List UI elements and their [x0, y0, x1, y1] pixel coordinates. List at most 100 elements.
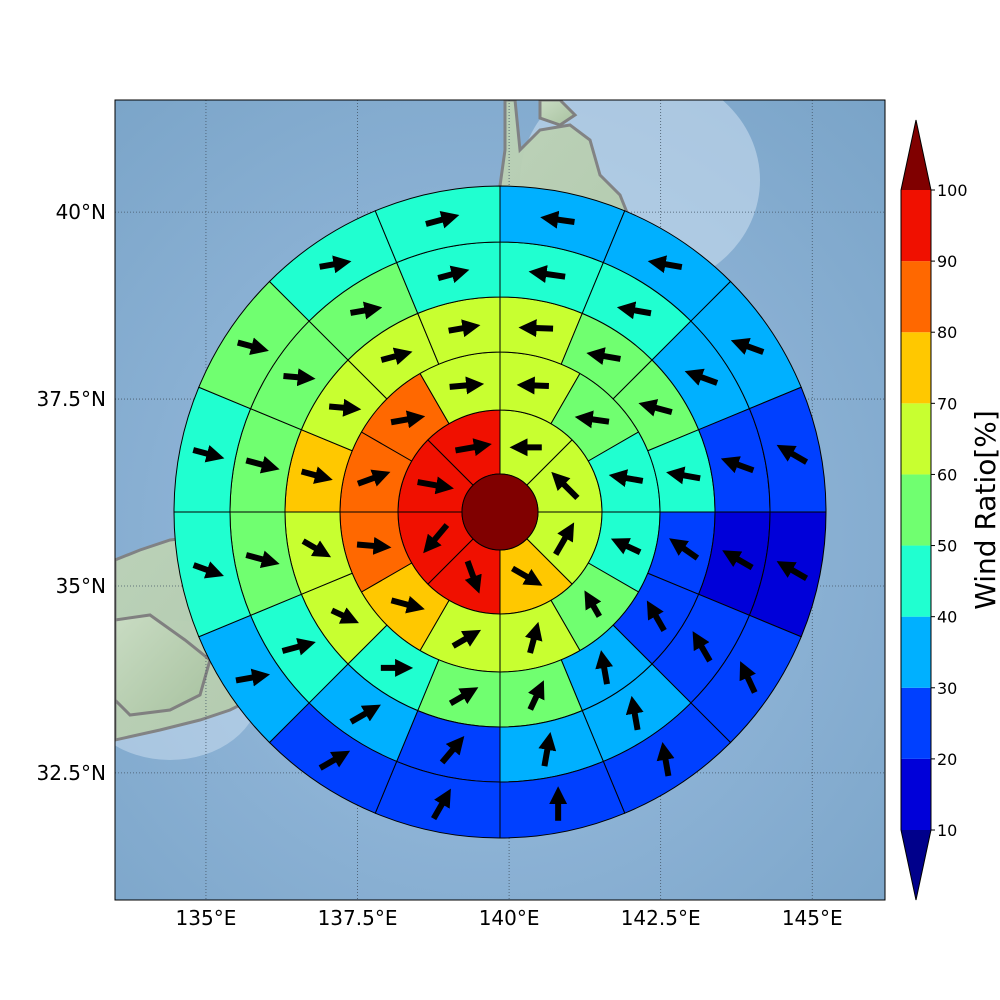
colorbar-bin: [901, 616, 931, 688]
land-shikoku: [115, 613, 212, 717]
wind-arrow: [236, 337, 269, 355]
colorbar-bin: [901, 545, 931, 617]
wind-arrow: [525, 621, 543, 654]
y-tick-label: 40°N: [56, 200, 106, 224]
wind-arrow: [684, 368, 719, 386]
colorbar-tick-label: 60: [937, 465, 957, 484]
wind-arrow: [528, 265, 566, 283]
wind-arrow: [646, 600, 667, 632]
colorbar-tick-label: 50: [937, 537, 957, 556]
y-axis-ticks: 40°N 37.5°N 35°N 32.5°N: [37, 200, 107, 785]
colorbar-bin: [901, 261, 931, 333]
colorbar: 10 20 30 40 50 60 70 80 90 100: [900, 119, 968, 901]
wind-arrow: [431, 788, 451, 821]
wind-arrow: [448, 687, 479, 706]
colorbar-tick-label: 70: [937, 394, 957, 413]
wind-arrow: [527, 680, 545, 711]
wind-arrow: [330, 607, 359, 624]
y-tick-label: 37.5°N: [37, 387, 107, 411]
wind-arrow: [281, 638, 316, 656]
colorbar-tick-label: 80: [937, 323, 957, 342]
wind-arrow: [608, 469, 644, 487]
wind-arrow: [518, 319, 554, 338]
map-area: [115, 100, 885, 900]
wind-arrow: [300, 466, 333, 484]
wind-arrow: [390, 410, 426, 429]
colorbar-tick-label: 40: [937, 608, 957, 627]
x-tick-label: 142.5°E: [621, 906, 701, 930]
wind-arrow: [437, 265, 470, 284]
wind-arrow: [464, 560, 482, 594]
wind-arrow: [245, 456, 280, 474]
wind-arrow: [551, 471, 580, 501]
wind-arrow: [349, 301, 383, 320]
colorbar-bin: [901, 687, 931, 759]
wind-arrows: [192, 210, 809, 821]
wind-arrow: [540, 210, 575, 229]
x-tick-label: 137.5°E: [318, 906, 398, 930]
x-axis-ticks: 135°E 137.5°E 140°E 142.5°E 145°E: [176, 906, 843, 930]
colorbar-bin: [901, 474, 931, 546]
wind-arrow: [319, 255, 352, 274]
wind-arrow: [595, 650, 614, 685]
wind-arrow: [449, 376, 485, 395]
wind-arrow: [301, 538, 332, 558]
x-tick-label: 135°E: [176, 906, 237, 930]
wind-arrow: [417, 476, 454, 495]
wind-arrow: [647, 255, 683, 274]
wind-arrow: [245, 550, 280, 569]
wind-arrow: [439, 735, 465, 765]
colorbar-tick-label: 30: [937, 679, 957, 698]
wind-arrow: [625, 695, 644, 731]
wind-arrow: [192, 444, 225, 463]
y-tick-label: 35°N: [56, 574, 106, 598]
colorbar-bin: [901, 758, 931, 830]
wind-arrow: [616, 301, 652, 320]
wind-arrow: [448, 319, 481, 338]
map-frame: [114, 99, 886, 901]
center-cell: [461, 473, 539, 551]
wind-arrow: [574, 410, 610, 429]
wind-arrow: [454, 438, 492, 457]
wind-arrow: [584, 590, 602, 618]
wind-arrow: [722, 550, 754, 571]
x-tick-label: 140°E: [479, 906, 540, 930]
wind-arrow: [380, 347, 413, 365]
wind-arrow: [666, 466, 701, 485]
colorbar-extend-min: [901, 830, 931, 900]
colorbar-tick-label: 10: [937, 821, 957, 840]
colorbar-bin: [901, 332, 931, 404]
wind-arrow: [451, 629, 482, 649]
colorbar-tick-label: 100: [937, 181, 968, 200]
wind-arrow: [720, 456, 755, 474]
wind-arrow: [192, 561, 224, 579]
wind-arrow: [283, 368, 316, 387]
wind-arrow: [638, 399, 673, 417]
colorbar-tick-label: 20: [937, 750, 957, 769]
colorbar-tick-label: 90: [937, 252, 957, 271]
colorbar-label: Wind Ratio[%]: [969, 410, 1000, 610]
wind-arrow: [776, 561, 809, 581]
wind-arrow: [510, 565, 543, 586]
colorbar-bin: [901, 190, 931, 262]
land-hokkaido-tip: [538, 100, 578, 127]
wind-arrow: [656, 741, 675, 777]
colorbar-extend-max: [901, 120, 931, 190]
wind-arrow: [328, 398, 362, 417]
wind-arrow: [516, 376, 550, 395]
y-tick-label: 32.5°N: [37, 761, 107, 785]
wind-arrow: [349, 704, 381, 725]
wind-arrow: [692, 631, 713, 663]
wind-arrow: [739, 661, 758, 694]
wind-arrow: [586, 347, 621, 365]
wind-arrow: [356, 536, 392, 555]
wind-arrow: [356, 469, 391, 487]
wind-arrow: [610, 538, 642, 555]
wind-arrow: [538, 732, 557, 767]
wind-arrow: [235, 668, 271, 687]
wind-arrow: [553, 522, 575, 556]
wind-arrow: [425, 211, 460, 229]
wind-arrow: [669, 538, 700, 561]
colorbar-bin: [901, 403, 931, 475]
